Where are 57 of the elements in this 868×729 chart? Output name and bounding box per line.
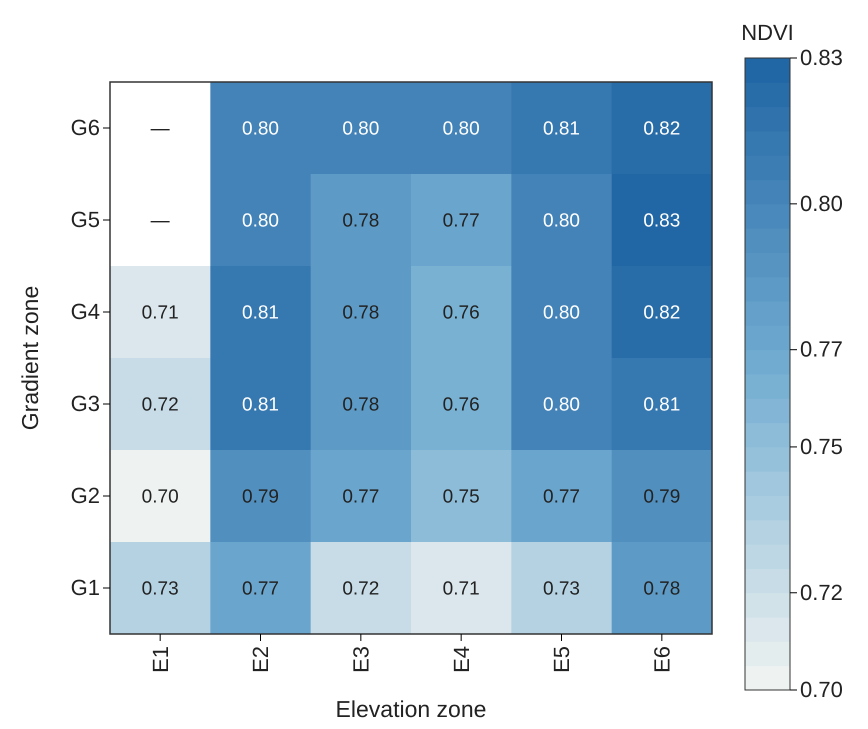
data-label: 0.80 <box>543 210 580 232</box>
y-tick-label: G6 <box>70 115 100 140</box>
x-tick-label: E6 <box>650 646 675 673</box>
data-label: 0.78 <box>643 578 680 600</box>
data-label: 0.78 <box>342 394 380 416</box>
color-bar-label: 0.80 <box>800 190 843 216</box>
data-label: 0.78 <box>342 302 380 324</box>
x-tick-label: E3 <box>348 646 374 673</box>
color-bar-label: 0.83 <box>800 45 843 70</box>
text: — <box>150 210 170 232</box>
color-bar-label: 0.72 <box>800 580 843 605</box>
color-bar-label: 0.75 <box>800 434 843 459</box>
data-label: 0.77 <box>342 486 380 508</box>
x-tick-label: E5 <box>549 646 574 673</box>
y-tick-label: G1 <box>70 575 100 600</box>
color-bar-label: 0.70 <box>800 677 843 702</box>
data-label: 0.81 <box>242 394 279 416</box>
text: — <box>150 118 170 140</box>
data-label: 0.80 <box>242 118 279 140</box>
y-tick-label: G5 <box>70 207 100 232</box>
y-tick-label: G4 <box>70 299 100 324</box>
x-axis-title: Elevation zone <box>336 696 486 722</box>
data-label: 0.72 <box>142 394 179 416</box>
data-label: 0.73 <box>543 578 580 600</box>
data-label: 0.81 <box>543 118 580 140</box>
data-label: 0.82 <box>643 118 680 140</box>
data-label: 0.77 <box>442 210 480 232</box>
y-axis-title: Gradient zone <box>17 286 43 430</box>
data-label: 0.80 <box>543 302 580 324</box>
data-label: 0.80 <box>342 118 380 140</box>
data-label: 0.80 <box>543 394 580 416</box>
data-label: 0.80 <box>242 210 279 232</box>
data-label: 0.71 <box>142 302 179 324</box>
data-label: 0.79 <box>643 486 680 508</box>
data-label: 0.76 <box>442 394 480 416</box>
data-label: 0.73 <box>142 578 179 600</box>
color-bar-label: 0.77 <box>800 336 843 362</box>
data-label: 0.77 <box>543 486 580 508</box>
data-label: 0.77 <box>242 578 279 600</box>
data-label: 0.78 <box>342 210 380 232</box>
data-label: 0.80 <box>442 118 480 140</box>
data-label: 0.81 <box>643 394 680 416</box>
y-tick-label: G3 <box>70 391 100 416</box>
data-label: 0.83 <box>643 210 680 232</box>
data-label: 0.82 <box>643 302 680 324</box>
data-label: 0.81 <box>242 302 279 324</box>
y-tick-label: G2 <box>70 483 100 508</box>
color-bar-title: NDVI <box>741 20 794 45</box>
x-tick-label: E1 <box>148 646 173 673</box>
data-label: 0.76 <box>442 302 480 324</box>
data-label: 0.70 <box>142 486 179 508</box>
data-label: 0.75 <box>442 486 480 508</box>
x-tick-label: E2 <box>248 646 274 673</box>
data-label: 0.79 <box>242 486 279 508</box>
data-label: 0.72 <box>342 578 380 600</box>
x-tick-label: E4 <box>448 646 474 673</box>
data-label: 0.71 <box>442 578 480 600</box>
